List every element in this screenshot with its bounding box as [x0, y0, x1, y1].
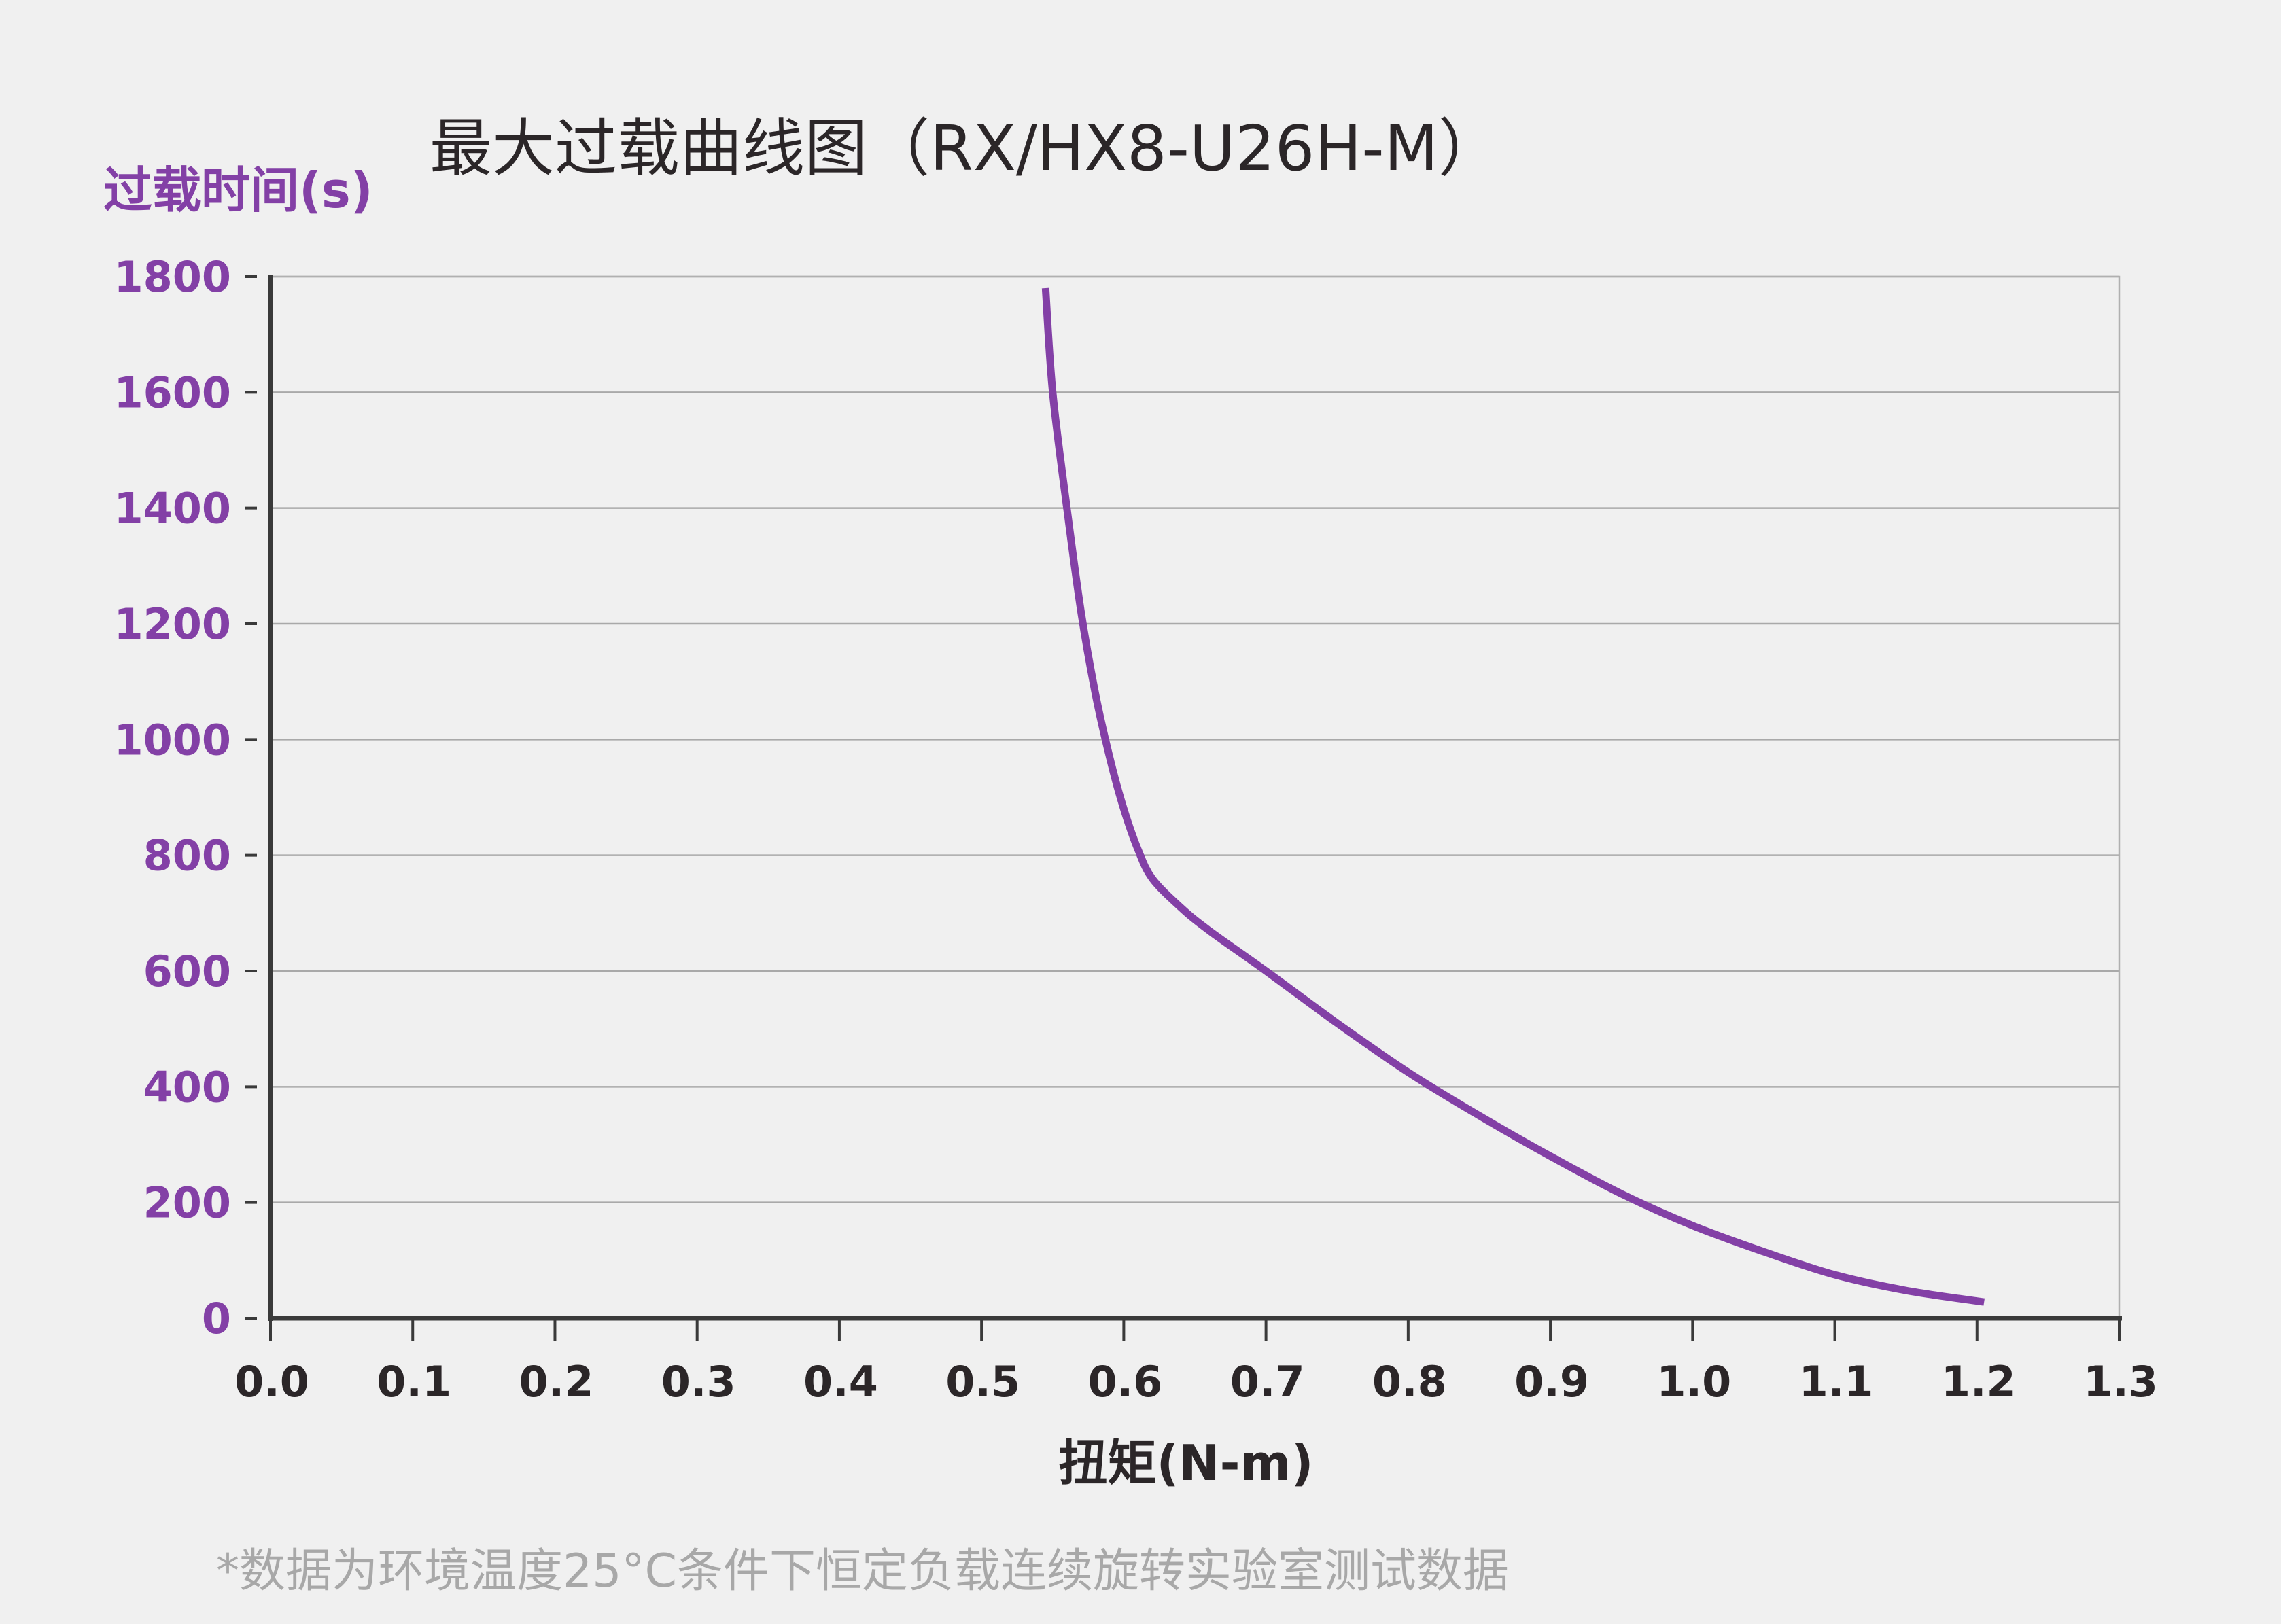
x-ticks: 0.0 0.1 0.2 0.3 0.4 0.5 0.6 0.7 0.8 0.9 1.0 1.1 1.2 1…: [234, 1318, 2158, 1407]
footnote: *数据为环境温度25°C条件下恒定负载连续旋转实验室测试数据: [216, 1544, 1509, 1598]
x-tick-label-1.3: 1.3: [2083, 1357, 2158, 1407]
y-tick-label-1000: 1000: [114, 715, 231, 764]
x-tick-label-0.2: 0.2: [519, 1357, 594, 1407]
y-tick-label-1600: 1600: [114, 368, 231, 417]
series-line-0: [1041, 287, 1985, 1306]
x-tick-label-1.0: 1.0: [1656, 1357, 1731, 1407]
y-tick-label-400: 400: [143, 1062, 231, 1112]
x-tick-label-1.2: 1.2: [1941, 1357, 2016, 1407]
y-tick-label-1800: 1800: [114, 252, 231, 302]
plot-frame: [269, 275, 2121, 1320]
x-tick-label-0.9: 0.9: [1514, 1357, 1589, 1407]
y-ticks: 0 200 400 600 800 1000 1200 1400 1600 1800: [114, 252, 257, 1343]
y-tick-label-0: 0: [202, 1294, 231, 1343]
x-tick-label-0.4: 0.4: [803, 1357, 878, 1407]
x-axis-label: 扭矩(N-m): [1059, 1434, 1314, 1491]
x-tick-label-0.5: 0.5: [945, 1357, 1020, 1407]
y-tick-label-800: 800: [143, 831, 231, 881]
x-tick-label-0.7: 0.7: [1230, 1357, 1305, 1407]
x-tick-label-0.6: 0.6: [1087, 1357, 1162, 1407]
y-axis-label: 过载时间(s): [103, 162, 373, 219]
x-tick-label-1.1: 1.1: [1799, 1357, 1874, 1407]
y-tick-label-1400: 1400: [114, 484, 231, 533]
series: [1041, 287, 1985, 1306]
x-tick-label-0.8: 0.8: [1372, 1357, 1447, 1407]
y-tick-label-600: 600: [143, 947, 231, 996]
x-tick-label-0.0: 0.0: [234, 1357, 309, 1407]
x-tick-label-0.1: 0.1: [377, 1357, 451, 1407]
grid-lines: [271, 275, 2119, 1203]
axes: [268, 275, 2122, 1321]
x-tick-label-0.3: 0.3: [661, 1357, 736, 1407]
y-tick-label-200: 200: [143, 1178, 231, 1228]
y-tick-label-1200: 1200: [114, 599, 231, 649]
chart-title: 最大过载曲线图（RX/HX8-U26H-M）: [430, 112, 1501, 185]
